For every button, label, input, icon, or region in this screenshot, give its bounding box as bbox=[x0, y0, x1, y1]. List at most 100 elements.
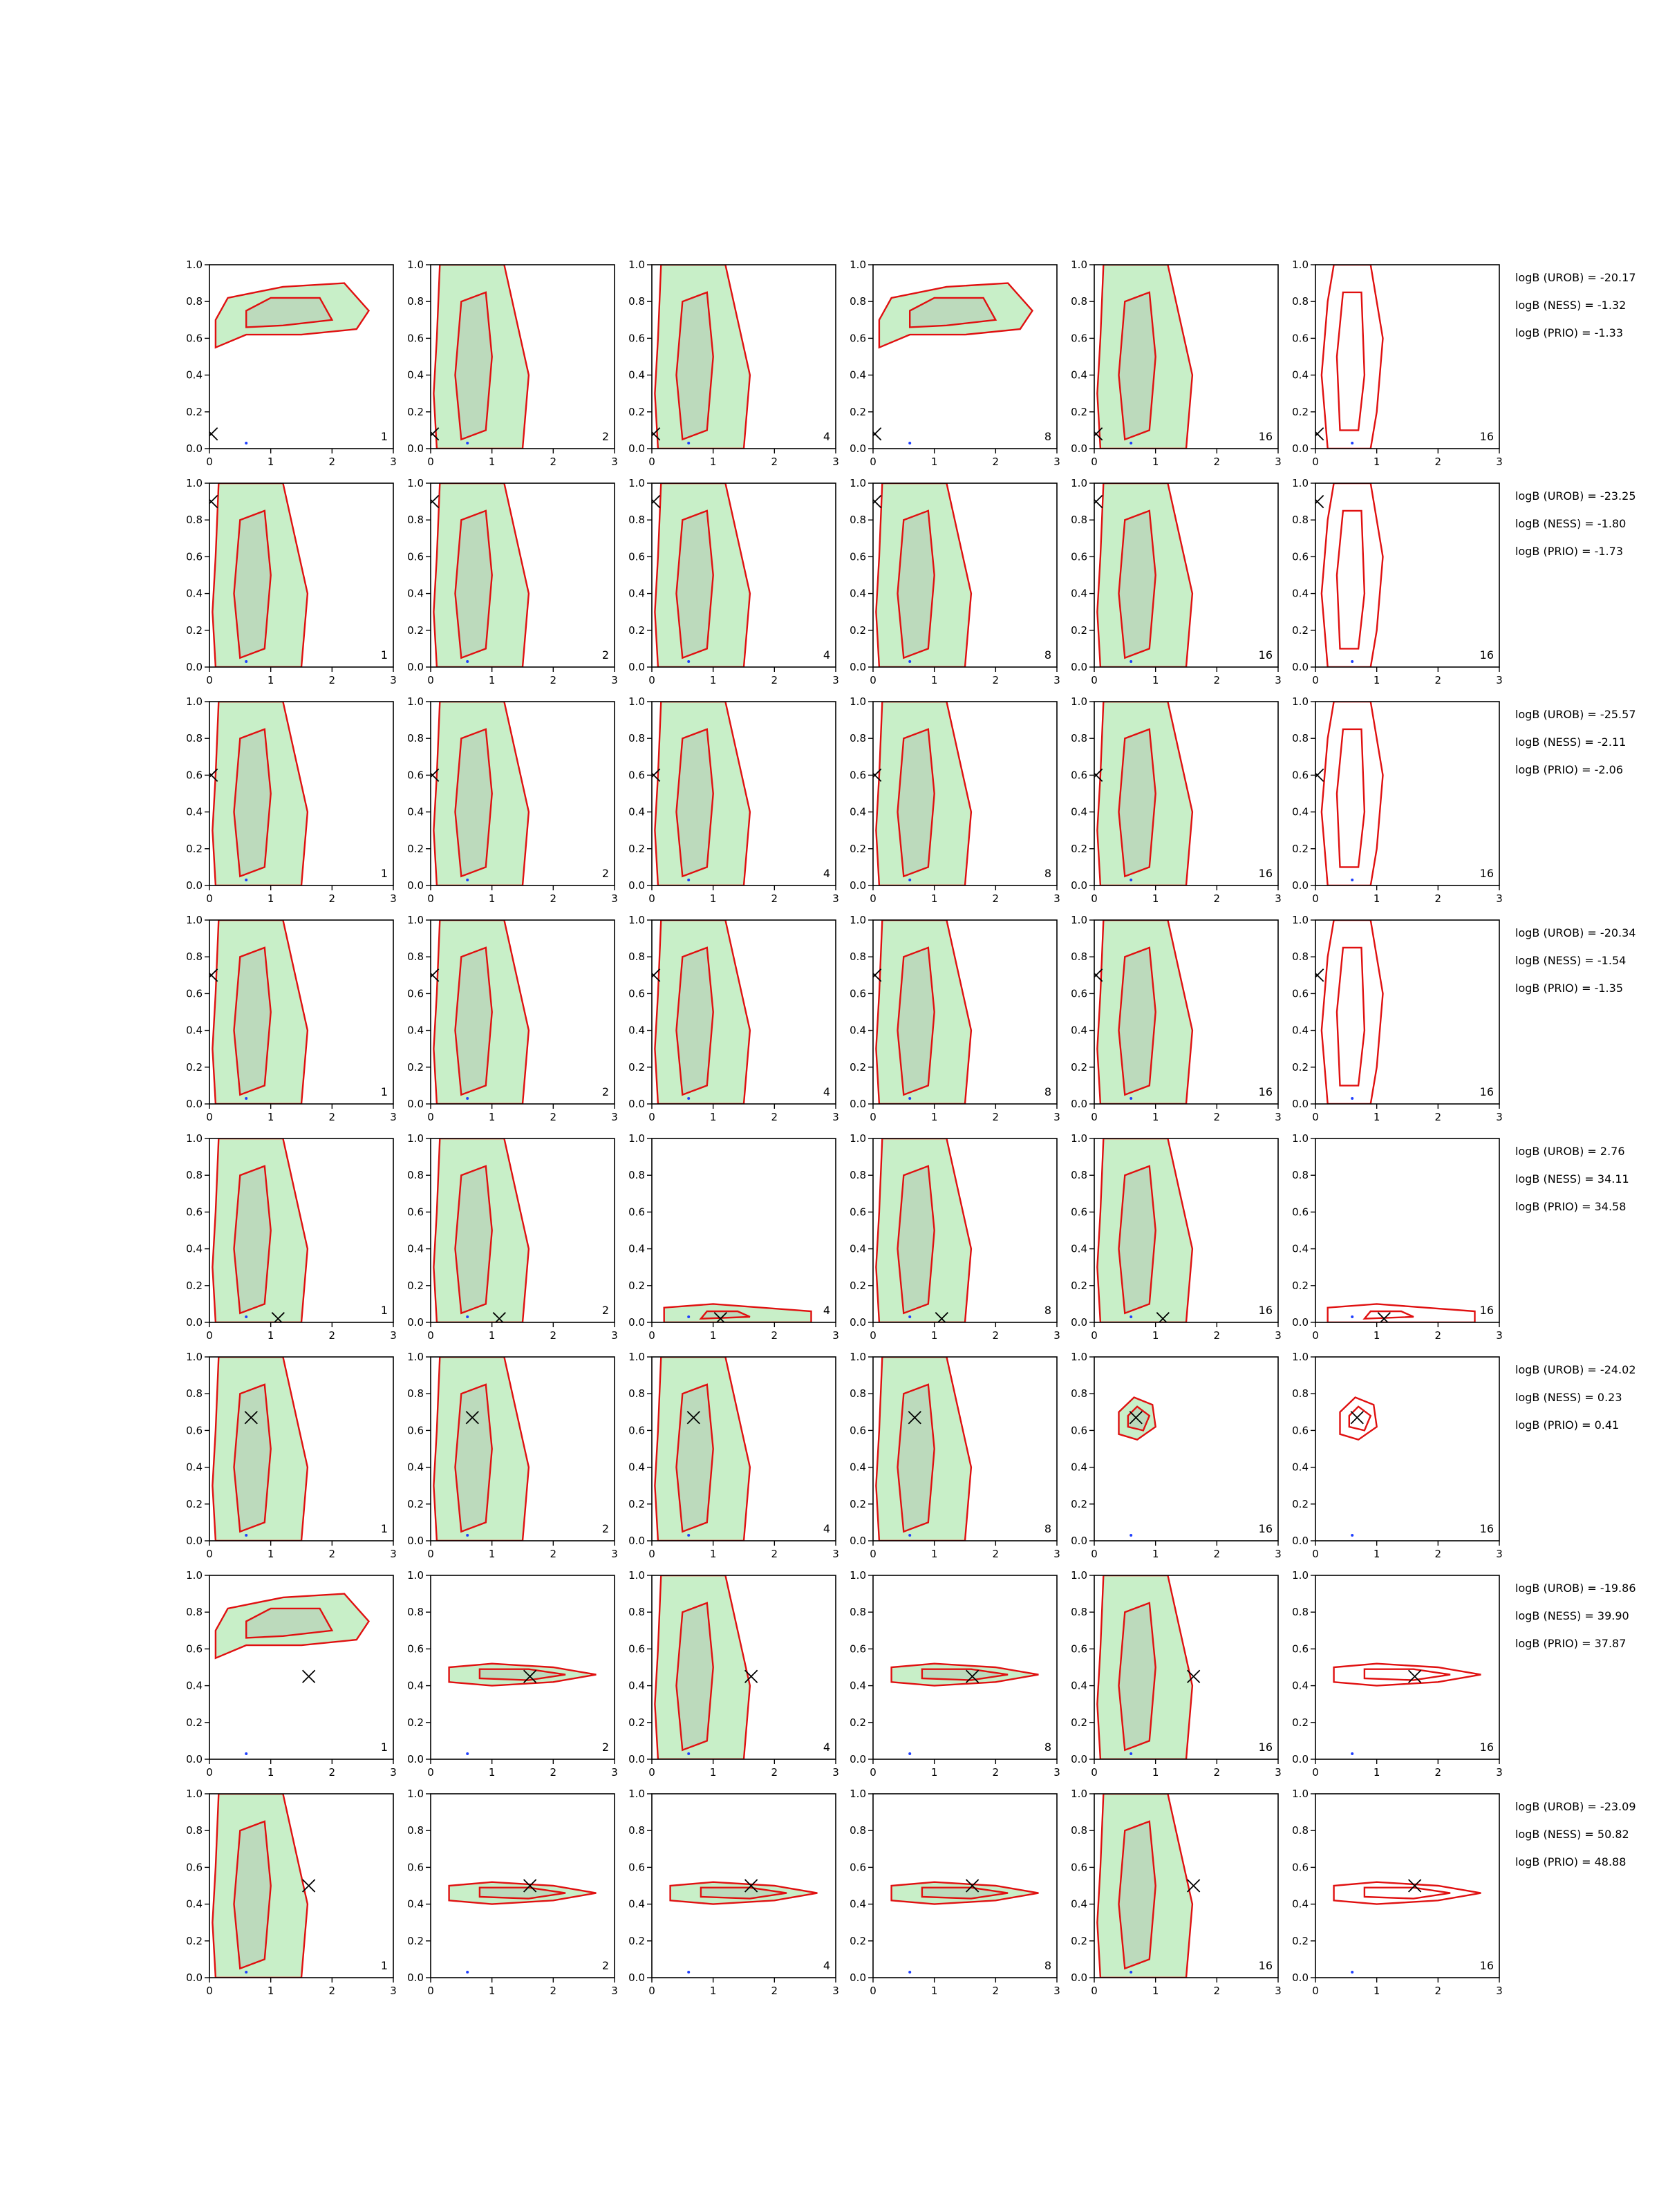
y-tick-label: 0.4 bbox=[186, 1024, 203, 1037]
y-tick-label: 0.8 bbox=[850, 295, 866, 308]
contour-inner bbox=[233, 1165, 272, 1315]
y-tick-label: 0.0 bbox=[407, 1753, 424, 1765]
x-tick-label: 2 bbox=[1435, 456, 1442, 468]
true-value-marker bbox=[523, 1669, 537, 1683]
contour-inner bbox=[233, 509, 272, 659]
reference-dot bbox=[687, 1315, 691, 1319]
y-tick-label: 0.2 bbox=[186, 406, 203, 418]
contour-outer bbox=[433, 920, 530, 1104]
y-tick-label: 0.0 bbox=[1071, 879, 1087, 892]
x-tick-label: 1 bbox=[1374, 892, 1380, 905]
axes-frame bbox=[1315, 264, 1500, 449]
y-tick-label: 0.0 bbox=[628, 442, 645, 455]
contour-outer bbox=[654, 920, 751, 1104]
reference-dot bbox=[466, 1097, 469, 1100]
y-tick-label: 0.6 bbox=[1292, 550, 1309, 563]
posterior-region-inner bbox=[897, 1384, 935, 1532]
y-tick-label: 0.4 bbox=[850, 369, 866, 382]
panel-r6-c2: 0 1 2 3 0.0 0.2 0.4 0.6 0.8 1.0 2 bbox=[407, 1351, 618, 1560]
contour-outer bbox=[875, 1357, 973, 1541]
axes-frame bbox=[651, 1575, 836, 1760]
y-tick-label: 0.2 bbox=[850, 1061, 866, 1074]
contour-inner bbox=[1118, 291, 1156, 441]
x-tick-label: 2 bbox=[1435, 1548, 1442, 1560]
contour-outer bbox=[433, 1357, 530, 1541]
axes-frame bbox=[430, 1356, 615, 1541]
x-tick-label: 2 bbox=[993, 456, 1000, 468]
y-tick-label: 0.4 bbox=[628, 369, 645, 382]
panel-label: 8 bbox=[1044, 1522, 1051, 1535]
y-tick-label: 0.2 bbox=[1292, 1716, 1309, 1729]
x-tick-label: 2 bbox=[1214, 1985, 1221, 1997]
y-tick-label: 0.2 bbox=[186, 843, 203, 855]
axes-frame bbox=[430, 482, 615, 668]
x-tick-label: 2 bbox=[993, 674, 1000, 686]
axes-frame bbox=[430, 701, 615, 886]
reference-dot bbox=[687, 1534, 691, 1537]
panel-r5-c3: 0 1 2 3 0.0 0.2 0.4 0.6 0.8 1.0 4 bbox=[628, 1132, 839, 1342]
x-tick-label: 2 bbox=[1214, 1548, 1221, 1560]
x-tick-label: 2 bbox=[1214, 674, 1221, 686]
y-tick-label: 0.0 bbox=[850, 1316, 866, 1329]
y-tick-label: 0.0 bbox=[1292, 442, 1309, 455]
x-tick-label: 0 bbox=[427, 674, 434, 686]
x-tick-label: 0 bbox=[427, 892, 434, 905]
y-tick-label: 1.0 bbox=[1292, 1132, 1309, 1145]
contour-outer bbox=[212, 702, 309, 885]
x-tick-label: 1 bbox=[489, 1548, 496, 1560]
y-tick-label: 0.6 bbox=[186, 1861, 203, 1873]
y-tick-label: 0.4 bbox=[407, 1898, 424, 1911]
true-value-marker bbox=[652, 968, 661, 982]
x-tick-label: 0 bbox=[206, 1329, 213, 1342]
y-tick-label: 0.0 bbox=[407, 661, 424, 673]
x-tick-label: 2 bbox=[771, 1111, 778, 1123]
contour-outer bbox=[1118, 1396, 1156, 1441]
y-tick-label: 0.2 bbox=[850, 843, 866, 855]
x-tick-label: 3 bbox=[1496, 1548, 1503, 1560]
posterior-region-inner bbox=[234, 510, 271, 658]
y-tick-label: 0.6 bbox=[628, 769, 645, 781]
x-tick-label: 2 bbox=[550, 456, 557, 468]
posterior-region-inner bbox=[1118, 292, 1156, 440]
x-tick-label: 2 bbox=[771, 892, 778, 905]
y-tick-label: 0.2 bbox=[1292, 843, 1309, 855]
x-tick-label: 1 bbox=[489, 674, 496, 686]
contour-outer bbox=[212, 920, 309, 1104]
y-tick-label: 0.4 bbox=[628, 1024, 645, 1037]
y-tick-label: 0.8 bbox=[407, 1824, 424, 1837]
axes-frame bbox=[1094, 264, 1279, 449]
y-tick-label: 0.6 bbox=[407, 332, 424, 344]
y-tick-label: 0.0 bbox=[628, 1316, 645, 1329]
panel-r3-c2: 0 1 2 30.00.20.40.60.81.02 bbox=[407, 695, 618, 905]
y-tick-label: 0.2 bbox=[1292, 1498, 1309, 1510]
panel-label: 16 bbox=[1480, 867, 1494, 880]
y-tick-label: 1.0 bbox=[407, 1569, 424, 1582]
contour-outer bbox=[1333, 1881, 1481, 1905]
y-tick-label: 1.0 bbox=[628, 1132, 645, 1145]
reference-dot bbox=[687, 879, 691, 882]
panel-r5-c2: 0 1 2 30.00.20.40.60.81.02 bbox=[407, 1132, 618, 1342]
y-tick-label: 0.8 bbox=[628, 1387, 645, 1400]
contour-inner bbox=[1118, 728, 1156, 878]
panel-label: 16 bbox=[1259, 648, 1273, 662]
contour-outer bbox=[875, 702, 973, 885]
contour-inner bbox=[897, 728, 935, 878]
true-value-marker bbox=[209, 968, 218, 982]
contour-outer bbox=[1320, 702, 1384, 885]
y-tick-label: 0.8 bbox=[628, 732, 645, 744]
y-tick-label: 0.0 bbox=[186, 1753, 203, 1765]
panel-label: 4 bbox=[823, 1959, 830, 1972]
logb-stat: logB (UROB) = -25.57 bbox=[1515, 708, 1636, 721]
x-tick-label: 1 bbox=[1152, 1985, 1159, 1997]
reference-dot bbox=[1351, 1315, 1354, 1319]
panel-label: 16 bbox=[1259, 1522, 1273, 1535]
y-tick-label: 0.4 bbox=[1071, 1680, 1087, 1692]
y-tick-label: 1.0 bbox=[186, 695, 203, 708]
posterior-region-inner bbox=[676, 1384, 713, 1532]
panel-label: 16 bbox=[1480, 430, 1494, 443]
y-tick-label: 1.0 bbox=[628, 695, 645, 708]
y-tick-label: 0.4 bbox=[850, 1461, 866, 1474]
y-tick-label: 1.0 bbox=[850, 1132, 866, 1145]
y-tick-label: 0.8 bbox=[628, 1824, 645, 1837]
y-tick-label: 1.0 bbox=[850, 1351, 866, 1363]
